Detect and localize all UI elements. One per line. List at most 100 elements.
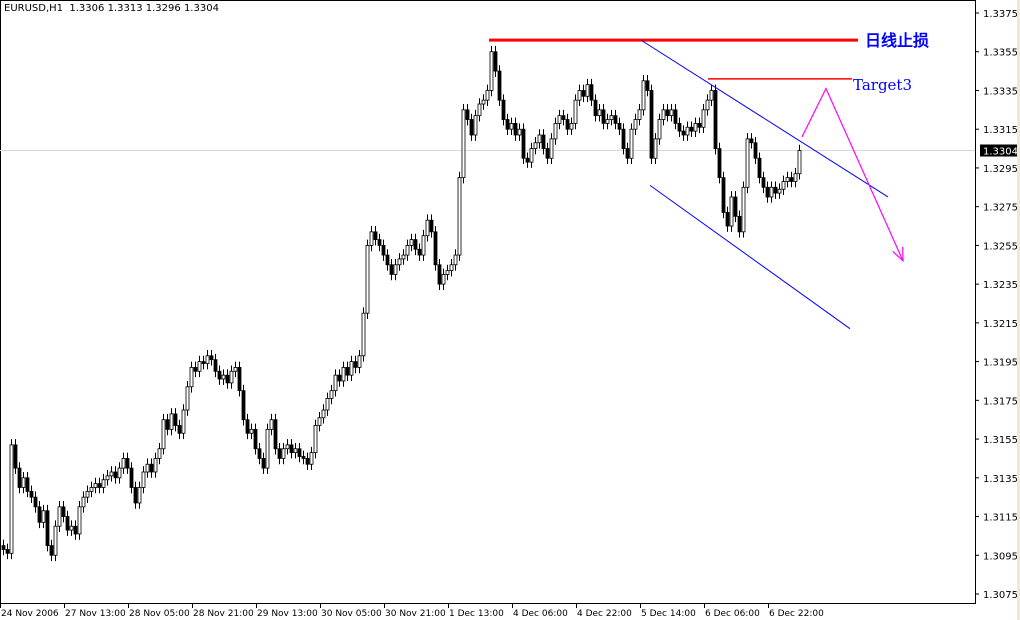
y-tick-label: 1.3335 xyxy=(983,86,1018,97)
bull-candle xyxy=(769,186,774,198)
bull-candle xyxy=(529,148,534,163)
bull-candle xyxy=(641,80,646,111)
symbol-label: EURUSD,H1 xyxy=(4,3,64,14)
x-tick-label: 30 Nov 21:00 xyxy=(385,609,446,619)
x-tick-label: 24 Nov 2006 xyxy=(1,609,59,619)
bear-candle xyxy=(213,359,218,372)
bull-candle xyxy=(729,196,734,227)
bull-candle xyxy=(89,487,94,492)
bull-candle xyxy=(85,490,90,498)
bull-candle xyxy=(105,475,110,481)
bull-candle xyxy=(269,419,274,430)
bull-candle xyxy=(405,244,410,256)
y-tick-label: 1.3215 xyxy=(983,319,1018,330)
bull-candle xyxy=(605,119,610,124)
bull-candle xyxy=(457,177,462,256)
y-tick-label: 1.3175 xyxy=(983,396,1018,407)
bull-candle xyxy=(93,483,98,488)
channel-lower-line xyxy=(649,184,851,330)
x-tick-label: 6 Dec 06:00 xyxy=(705,609,760,619)
bear-candle xyxy=(133,487,138,504)
bull-candle xyxy=(397,258,402,266)
bull-candle xyxy=(333,374,338,392)
y-tick-label: 1.3095 xyxy=(983,551,1018,562)
bear-candle xyxy=(733,196,738,217)
bear-candle xyxy=(173,413,178,426)
bear-candle xyxy=(505,119,510,130)
y-tick-label: 1.3135 xyxy=(983,474,1018,485)
bear-candle xyxy=(621,128,626,149)
bear-candle xyxy=(45,510,50,546)
bull-candle xyxy=(409,239,414,246)
bear-candle xyxy=(789,177,794,182)
bull-candle xyxy=(121,458,126,469)
bull-candle xyxy=(233,367,238,372)
bull-candle xyxy=(517,128,522,136)
bear-candle xyxy=(625,148,630,159)
bull-candle xyxy=(369,231,374,246)
bear-candle xyxy=(773,186,778,194)
bull-candle xyxy=(705,99,710,111)
bull-candle xyxy=(161,419,166,450)
bull-candle xyxy=(745,138,750,188)
bear-candle xyxy=(381,244,386,256)
y-tick-label: 1.3295 xyxy=(983,164,1018,175)
bear-candle xyxy=(429,219,434,233)
x-tick-label: 4 Dec 06:00 xyxy=(513,609,568,619)
bull-candle xyxy=(569,122,574,130)
bear-candle xyxy=(437,264,442,285)
plot-frame xyxy=(0,0,976,604)
bull-candle xyxy=(281,448,286,459)
bear-candle xyxy=(521,128,526,159)
bear-candle xyxy=(749,138,754,144)
bear-candle xyxy=(253,428,258,450)
bear-candle xyxy=(301,456,306,459)
bull-candle xyxy=(553,122,558,140)
bear-candle xyxy=(541,134,546,149)
bull-candle xyxy=(425,219,430,237)
bear-candle xyxy=(501,99,506,120)
bull-candle xyxy=(441,274,446,285)
bear-candle xyxy=(377,239,382,246)
bear-candle xyxy=(217,370,222,380)
bull-candle xyxy=(265,428,270,469)
bull-candle xyxy=(477,103,482,117)
y-tick-label: 1.3355 xyxy=(983,48,1018,59)
bull-candle xyxy=(573,99,578,124)
y-tick-label: 1.3235 xyxy=(983,280,1018,291)
bear-candle xyxy=(17,467,22,488)
bear-candle xyxy=(209,355,214,361)
bull-candle xyxy=(341,367,346,382)
bull-candle xyxy=(473,115,478,136)
bull-candle xyxy=(669,109,674,117)
x-tick-label: 6 Dec 22:00 xyxy=(769,609,824,619)
bull-candle xyxy=(181,409,186,434)
bull-candle xyxy=(221,374,226,380)
bear-candle xyxy=(665,109,670,117)
high-value: 1.3313 xyxy=(107,3,143,14)
bull-candle xyxy=(793,173,798,182)
bear-candle xyxy=(165,419,170,430)
bear-candle xyxy=(49,545,54,556)
bull-candle xyxy=(153,458,158,473)
bull-candle xyxy=(633,119,638,130)
bull-candle xyxy=(365,244,370,314)
bear-candle xyxy=(241,390,246,421)
y-tick-label: 1.3075 xyxy=(983,590,1018,601)
bear-candle xyxy=(593,99,598,117)
bear-candle xyxy=(337,374,342,382)
bear-candle xyxy=(545,148,550,159)
bull-candle xyxy=(145,463,150,473)
bear-candle xyxy=(373,231,378,240)
bull-candle xyxy=(709,90,714,101)
y-tick-label: 1.3315 xyxy=(983,125,1018,136)
bear-candle xyxy=(513,122,518,136)
bear-candle xyxy=(525,157,530,163)
bull-candle xyxy=(185,386,190,411)
bear-candle xyxy=(765,186,770,198)
bear-candle xyxy=(737,215,742,233)
bull-candle xyxy=(317,417,322,426)
bear-candle xyxy=(681,130,686,136)
bear-candle xyxy=(257,448,262,459)
